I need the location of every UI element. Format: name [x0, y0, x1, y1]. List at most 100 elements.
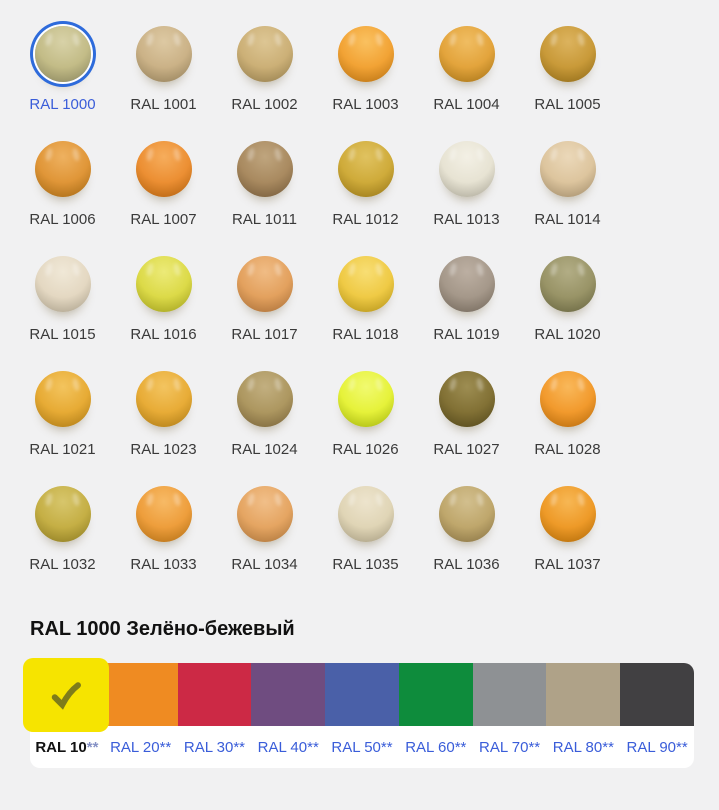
group-swatch[interactable] [251, 663, 326, 726]
color-cell: RAL 1014 [517, 141, 618, 228]
color-code-link[interactable]: RAL 1026 [332, 441, 399, 458]
group-swatch-row [23, 658, 695, 732]
group-tab-name: RAL 30 [183, 738, 234, 756]
group-tab[interactable] [251, 663, 326, 726]
color-code-link[interactable]: RAL 1032 [29, 556, 96, 573]
color-code-link[interactable]: RAL 1027 [433, 441, 500, 458]
group-tab-label[interactable]: RAL 40** [251, 739, 325, 756]
color-sphere[interactable] [539, 26, 596, 82]
color-code-link[interactable]: RAL 1023 [130, 441, 197, 458]
color-code-link[interactable]: RAL 1005 [534, 96, 601, 113]
color-code-link[interactable]: RAL 1028 [534, 441, 601, 458]
color-sphere[interactable] [34, 256, 91, 312]
color-sphere[interactable] [438, 256, 495, 312]
color-sphere[interactable] [438, 486, 495, 542]
color-sphere[interactable] [337, 256, 394, 312]
checkmark-icon [51, 682, 81, 710]
group-tab-label[interactable]: RAL 30** [178, 739, 252, 756]
group-swatch[interactable] [398, 663, 473, 726]
color-sphere[interactable] [135, 26, 192, 82]
color-code-link[interactable]: RAL 1021 [29, 441, 96, 458]
group-swatch[interactable] [325, 663, 399, 726]
group-tab-label[interactable]: RAL 60** [399, 739, 473, 756]
color-code-link[interactable]: RAL 1017 [231, 326, 298, 343]
group-swatch[interactable] [620, 663, 695, 726]
color-code-link[interactable]: RAL 1007 [130, 211, 197, 228]
color-sphere[interactable] [438, 26, 495, 82]
group-tab-asterisks: ** [233, 738, 246, 756]
group-tab[interactable] [325, 663, 399, 726]
group-swatch[interactable] [177, 663, 252, 726]
group-tab-name: RAL 40 [257, 738, 308, 756]
color-code-link[interactable]: RAL 1002 [231, 96, 298, 113]
color-code-link[interactable]: RAL 1035 [332, 556, 399, 573]
color-sphere[interactable] [236, 371, 293, 427]
color-cell: RAL 1028 [517, 371, 618, 458]
color-code-link[interactable]: RAL 1016 [130, 326, 197, 343]
group-swatch[interactable] [546, 663, 621, 726]
color-sphere[interactable] [135, 486, 192, 542]
color-code-link[interactable]: RAL 1011 [231, 211, 298, 228]
group-tab[interactable] [620, 663, 695, 726]
color-sphere[interactable] [236, 141, 293, 197]
color-code-link[interactable]: RAL 1034 [231, 556, 298, 573]
color-code-link[interactable]: RAL 1015 [29, 326, 96, 343]
group-tab[interactable] [472, 663, 547, 726]
color-sphere[interactable] [539, 371, 596, 427]
color-sphere[interactable] [539, 256, 596, 312]
group-tab[interactable] [546, 663, 621, 726]
color-sphere[interactable] [34, 141, 91, 197]
color-code-link[interactable]: RAL 1001 [130, 96, 197, 113]
color-code-link[interactable]: RAL 1020 [534, 326, 601, 343]
color-sphere[interactable] [337, 371, 394, 427]
color-sphere[interactable] [438, 141, 495, 197]
group-swatch[interactable] [103, 663, 178, 726]
group-tab-label[interactable]: RAL 90** [620, 739, 694, 756]
color-code-link[interactable]: RAL 1012 [332, 211, 399, 228]
color-cell: RAL 1013 [416, 141, 517, 228]
group-tab-label[interactable]: RAL 50** [325, 739, 399, 756]
group-tab[interactable] [398, 663, 473, 726]
group-tab-label[interactable]: RAL 80** [546, 739, 620, 756]
group-tab-label[interactable]: RAL 20** [104, 739, 178, 756]
color-code-link[interactable]: RAL 1004 [433, 96, 500, 113]
color-sphere[interactable] [135, 371, 192, 427]
group-tab[interactable] [23, 658, 109, 732]
color-sphere[interactable] [337, 26, 394, 82]
color-sphere[interactable] [236, 26, 293, 82]
color-code-link[interactable]: RAL 1014 [534, 211, 601, 228]
color-code-link[interactable]: RAL 1037 [534, 556, 601, 573]
color-sphere[interactable] [34, 486, 91, 542]
color-sphere[interactable] [135, 141, 192, 197]
color-sphere[interactable] [539, 141, 596, 197]
color-sphere[interactable] [337, 141, 394, 197]
color-sphere[interactable] [539, 486, 596, 542]
group-tab-name: RAL 90 [626, 738, 677, 756]
color-cell: RAL 1000 [12, 26, 113, 113]
group-tab-asterisks: ** [159, 738, 172, 756]
group-tab-label[interactable]: RAL 70** [473, 739, 547, 756]
group-tab[interactable] [177, 663, 252, 726]
color-sphere[interactable] [337, 486, 394, 542]
color-code-link[interactable]: RAL 1036 [433, 556, 500, 573]
color-code-link[interactable]: RAL 1013 [433, 211, 500, 228]
color-sphere[interactable] [34, 371, 91, 427]
color-cell: RAL 1037 [517, 486, 618, 573]
color-code-link[interactable]: RAL 1033 [130, 556, 197, 573]
color-sphere[interactable] [236, 256, 293, 312]
color-sphere[interactable] [236, 486, 293, 542]
color-code-link[interactable]: RAL 1024 [231, 441, 298, 458]
color-sphere[interactable] [135, 256, 192, 312]
group-tab[interactable] [103, 663, 178, 726]
color-code-link[interactable]: RAL 1003 [332, 96, 399, 113]
group-swatch[interactable] [23, 658, 109, 732]
color-sphere[interactable] [34, 26, 91, 82]
color-code-link[interactable]: RAL 1000 [29, 96, 96, 113]
color-code-link[interactable]: RAL 1018 [332, 326, 399, 343]
color-code-link[interactable]: RAL 1019 [433, 326, 500, 343]
color-code-link[interactable]: RAL 1006 [29, 211, 96, 228]
group-tab-label[interactable]: RAL 10** [30, 739, 104, 756]
color-sphere[interactable] [438, 371, 495, 427]
group-swatch[interactable] [472, 663, 547, 726]
color-cell: RAL 1001 [113, 26, 214, 113]
